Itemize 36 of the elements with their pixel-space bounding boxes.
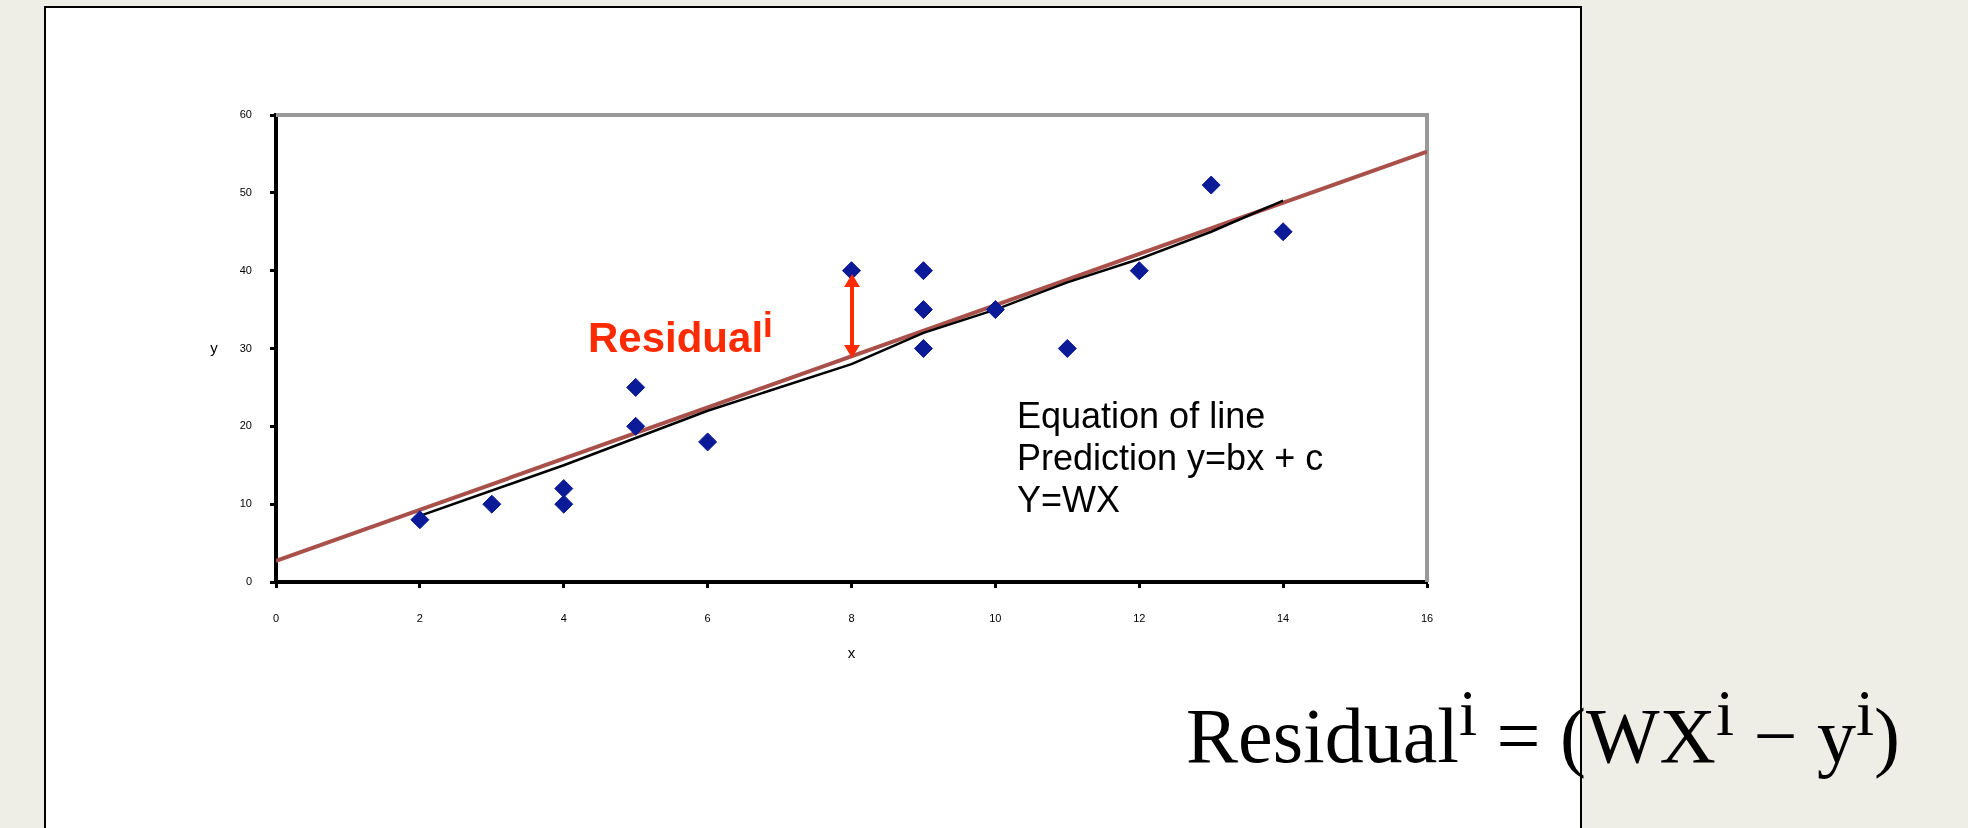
x-tick-label: 2: [416, 611, 423, 624]
y-tick-label: 50: [239, 185, 252, 198]
y-tick-label: 60: [239, 108, 252, 121]
point: [913, 261, 933, 281]
x-tick-label: 10: [989, 611, 1002, 624]
point: [1201, 175, 1221, 195]
x-tick-label: 0: [272, 611, 280, 624]
x-tick-label: 14: [1277, 611, 1290, 624]
point: [626, 377, 646, 397]
y-tick-label: 30: [239, 341, 252, 354]
x-axis-title: x: [847, 644, 856, 662]
x-tick-label: 16: [1420, 611, 1434, 624]
y-tick-label: 40: [239, 263, 252, 276]
y-axis-title: y: [210, 338, 219, 356]
point: [1129, 261, 1149, 281]
annotation: Equation of line Prediction y=bx + c Y=WX: [1017, 395, 1324, 521]
point: [1057, 339, 1077, 358]
y-tick-label: 10: [239, 497, 252, 510]
y-tick-label: 20: [239, 419, 252, 432]
x-tick-label: 12: [1133, 611, 1146, 624]
point: [1273, 222, 1293, 242]
x-tick-label: 6: [704, 611, 711, 624]
point: [842, 261, 861, 281]
point: [913, 339, 933, 358]
point: [626, 416, 646, 436]
point: [554, 479, 574, 499]
point: [554, 494, 574, 514]
point: [698, 432, 718, 452]
point: [913, 300, 933, 320]
x-tick-label: 4: [560, 611, 567, 624]
point: [410, 510, 430, 530]
point: [985, 300, 1005, 320]
annotation: Residual$^{i}$: [588, 305, 773, 362]
x-tick-label: 8: [848, 611, 855, 624]
y-tick-label: 0: [245, 575, 252, 588]
point: [482, 494, 502, 514]
